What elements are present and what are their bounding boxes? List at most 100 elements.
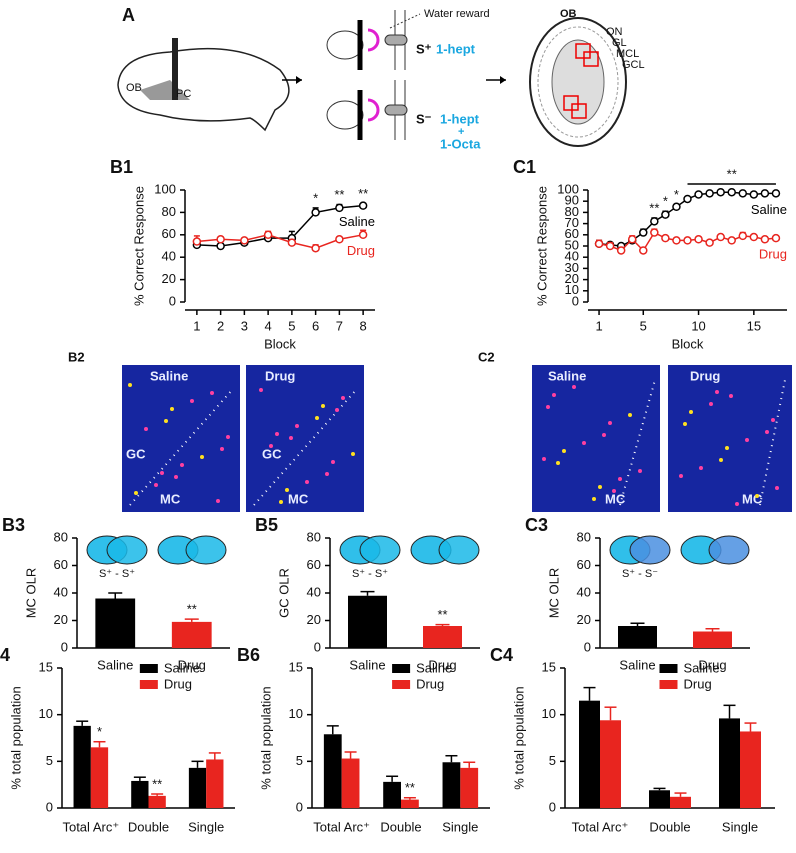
cell (735, 502, 739, 506)
electrode (172, 38, 178, 100)
y-tick-label: 80 (307, 529, 321, 544)
x-tick-label: Saline (619, 657, 655, 672)
micrograph (668, 365, 792, 512)
y-tick-label: 0 (314, 639, 321, 654)
y-tick-label: 10 (289, 706, 303, 721)
cell (755, 494, 759, 498)
valve (384, 34, 408, 46)
cell (725, 446, 729, 450)
cell (546, 405, 550, 409)
bar (423, 626, 462, 648)
panel-label: B3 (2, 515, 25, 535)
bar (693, 631, 732, 648)
data-point (594, 239, 604, 249)
y-axis-label: % Correct Response (534, 186, 549, 306)
legend-label: Saline (164, 660, 200, 675)
y-axis-label: GC OLR (276, 568, 291, 618)
cell (608, 421, 612, 425)
cell (279, 500, 283, 504)
significance: * (313, 190, 318, 205)
data-point (216, 241, 225, 251)
roi (563, 95, 579, 111)
cell (719, 458, 723, 462)
x-tick-label: Single (722, 819, 758, 834)
cell (602, 433, 606, 437)
legend-label: Drug (416, 676, 444, 691)
x-tick-label: 6 (312, 318, 319, 333)
y-tick-label: 40 (162, 249, 176, 264)
significance: ** (649, 200, 659, 215)
cell (269, 444, 273, 448)
odor-label: 1-Octa (440, 136, 481, 151)
image-label: Drug (690, 368, 720, 383)
cell (618, 477, 622, 481)
layer-label: MC (605, 491, 626, 506)
series-label: Drug (759, 247, 787, 262)
y-tick-label: 80 (162, 204, 176, 219)
y-tick-label: 15 (39, 659, 53, 674)
venn-label: S⁺ - S⁺ (352, 568, 388, 580)
data-point (263, 230, 273, 240)
cell (765, 430, 769, 434)
bar (323, 734, 342, 808)
bar (148, 795, 166, 808)
x-tick-label: Saline (349, 657, 385, 672)
cell (638, 469, 642, 473)
x-tick-label: Double (128, 819, 169, 834)
venn (438, 535, 480, 565)
data-point (727, 187, 736, 197)
bar (188, 767, 207, 808)
layer-label: MC (160, 491, 181, 506)
data-point (738, 189, 748, 198)
cell (289, 436, 293, 440)
data-point (705, 189, 714, 198)
bar (670, 796, 691, 808)
legend-swatch (659, 680, 678, 689)
y-tick-label: 80 (565, 204, 579, 219)
cell (315, 416, 319, 420)
x-tick-label: 4 (265, 318, 272, 333)
significance: ** (334, 187, 344, 202)
cell (679, 474, 683, 478)
cell (325, 472, 329, 476)
bar (460, 767, 479, 808)
cell (582, 441, 586, 445)
y-axis-label: % total population (511, 686, 526, 789)
data-point (705, 238, 714, 247)
x-tick-label: Single (442, 819, 478, 834)
series-label: Saline (751, 202, 787, 217)
legend-swatch (659, 664, 678, 673)
x-tick-label: Drug (178, 657, 206, 672)
y-tick-label: 100 (154, 181, 176, 196)
y-tick-label: 0 (549, 799, 556, 814)
cell (771, 418, 775, 422)
cell (144, 427, 148, 431)
y-tick-label: 20 (54, 612, 68, 627)
y-tick-label: 20 (577, 612, 591, 627)
cell (174, 475, 178, 479)
bar (341, 758, 360, 808)
significance: ** (187, 602, 197, 617)
cell (715, 390, 719, 394)
schematic-label: OB (126, 82, 142, 94)
data-point (683, 194, 692, 204)
cell (729, 394, 733, 398)
y-axis-label: % Correct Response (131, 186, 146, 306)
panel-label: C3 (525, 515, 548, 535)
cell (210, 391, 214, 395)
y-axis-label: % total population (8, 686, 23, 789)
bar (442, 762, 461, 808)
y-tick-label: 0 (296, 799, 303, 814)
y-tick-label: 0 (572, 293, 579, 308)
significance: * (663, 194, 668, 209)
cell (592, 497, 596, 501)
data-point (672, 236, 681, 245)
x-tick-label: Single (188, 819, 224, 834)
data-point (716, 187, 725, 197)
y-tick-label: 10 (542, 706, 556, 721)
schematic-label: S⁻ (416, 111, 432, 126)
schematic: A OB PC Water reward S⁺ 1-hept S⁻ 1-hept… (117, 5, 645, 151)
micrograph (246, 365, 364, 512)
legend-label: Drug (164, 676, 192, 691)
